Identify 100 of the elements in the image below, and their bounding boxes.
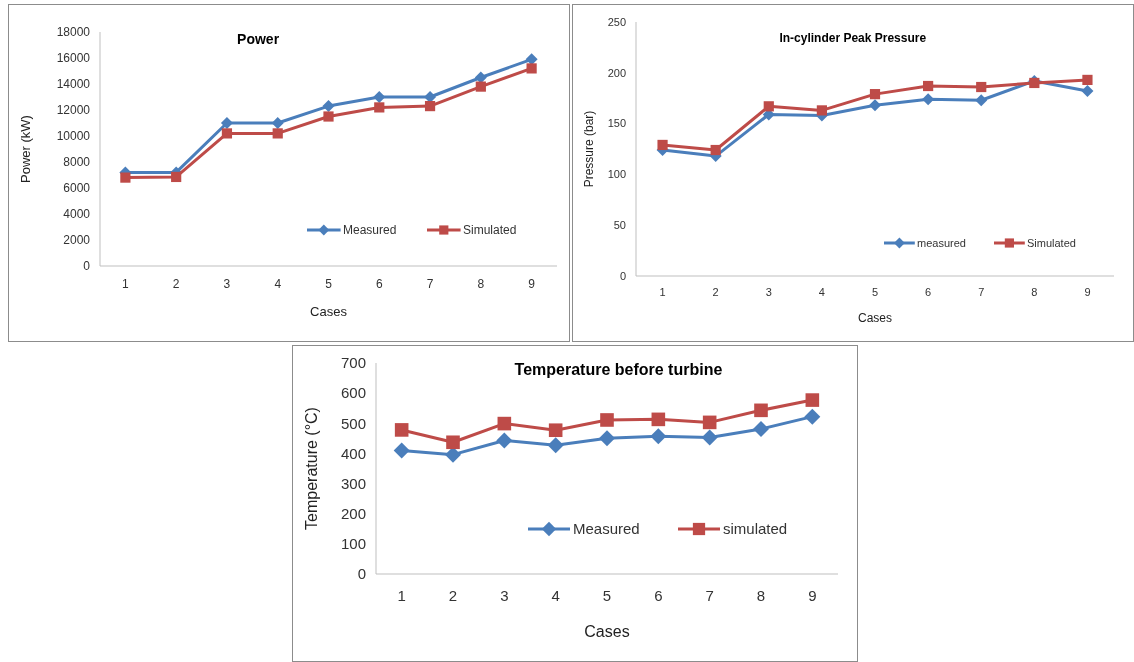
point <box>171 171 182 183</box>
y-axis-title: Power (kW) <box>18 115 33 183</box>
y-tick-label: 0 <box>83 259 91 274</box>
y-tick-label: 12000 <box>56 103 91 118</box>
x-tick-label: 3 <box>223 276 231 291</box>
point <box>753 421 769 438</box>
x-tick-label: 4 <box>818 285 825 298</box>
y-tick-label: 200 <box>607 66 626 79</box>
y-tick-label: 500 <box>340 414 366 432</box>
legend-label: Simulated <box>1027 236 1076 249</box>
y-axis-title: Pressure (bar) <box>582 110 596 188</box>
point <box>651 412 666 427</box>
point <box>393 442 410 459</box>
text: In-cylinder Peak Pressure <box>779 31 927 45</box>
point <box>221 128 233 139</box>
point <box>650 428 667 445</box>
point <box>923 80 934 92</box>
point <box>701 429 718 446</box>
x-tick-label: 7 <box>705 587 714 604</box>
x-tick-label: 2 <box>172 276 180 291</box>
y-tick-label: 400 <box>340 444 366 462</box>
y-tick-label: 2000 <box>63 233 91 248</box>
point <box>599 430 615 447</box>
point <box>710 144 721 156</box>
x-tick-label: 7 <box>978 285 985 298</box>
point <box>120 172 131 183</box>
point <box>220 117 233 129</box>
y-axis-title: Temperature (°C) <box>303 407 320 530</box>
point <box>702 415 717 430</box>
x-tick-label: 5 <box>325 276 333 291</box>
point <box>869 89 881 100</box>
x-tick-label: 1 <box>397 587 406 604</box>
y-tick-label: 300 <box>340 474 366 492</box>
x-tick-label: 2 <box>448 587 458 604</box>
x-tick-label: 4 <box>551 587 560 604</box>
point <box>976 81 987 93</box>
legend-label: Measured <box>573 520 640 538</box>
x-axis-title: Cases <box>584 623 630 640</box>
y-tick-label: 150 <box>607 117 626 130</box>
x-tick-label: 5 <box>602 587 612 604</box>
x-tick-label: 6 <box>925 285 932 298</box>
y-tick-label: 10000 <box>56 129 91 144</box>
point <box>657 139 668 151</box>
y-tick-label: 0 <box>357 565 366 583</box>
x-tick-label: 1 <box>659 285 666 298</box>
y-tick-label: 0 <box>619 269 626 282</box>
x-tick-label: 6 <box>375 276 383 291</box>
y-tick-label: 18000 <box>56 25 91 40</box>
point <box>1081 85 1094 98</box>
y-tick-label: 100 <box>340 535 366 553</box>
x-axis-title: Cases <box>857 311 893 326</box>
point <box>1082 74 1093 86</box>
y-tick-label: 250 <box>607 15 626 28</box>
y-tick-label: 200 <box>340 504 366 522</box>
point <box>754 403 768 418</box>
point <box>497 416 512 431</box>
x-tick-label: 9 <box>808 587 817 604</box>
x-tick-label: 1 <box>122 276 130 291</box>
legend-label: measured <box>917 236 966 249</box>
x-tick-label: 5 <box>871 285 879 298</box>
y-tick-label: 8000 <box>63 155 91 170</box>
point <box>975 94 988 107</box>
x-tick-label: 8 <box>1031 285 1038 298</box>
y-tick-label: 14000 <box>56 77 91 92</box>
point <box>424 101 436 112</box>
y-tick-label: 100 <box>607 168 626 181</box>
point <box>526 63 537 74</box>
point <box>374 102 385 113</box>
x-tick-label: 4 <box>274 276 282 291</box>
x-tick-label: 6 <box>654 587 663 604</box>
point <box>548 423 563 438</box>
point <box>496 432 513 449</box>
y-tick-label: 6000 <box>63 181 91 196</box>
point <box>805 393 820 407</box>
point <box>804 408 821 425</box>
y-tick-label: 600 <box>340 384 366 402</box>
x-tick-label: 7 <box>426 276 434 291</box>
point <box>272 128 283 139</box>
point <box>547 437 564 454</box>
point <box>869 99 881 112</box>
x-tick-label: 8 <box>756 587 766 604</box>
point <box>322 100 335 113</box>
point <box>475 81 486 92</box>
y-tick-label: 700 <box>340 354 366 372</box>
x-tick-label: 9 <box>1084 285 1091 298</box>
y-tick-label: 4000 <box>63 207 91 222</box>
point <box>394 423 409 437</box>
x-tick-label: 2 <box>712 285 719 298</box>
legend-label: Measured <box>343 223 397 238</box>
legend-label: simulated <box>723 520 788 538</box>
y-tick-label: 16000 <box>56 51 91 66</box>
x-tick-label: 3 <box>500 587 509 604</box>
x-tick-label: 8 <box>477 276 485 291</box>
point <box>816 105 827 116</box>
legend-label: Simulated <box>463 223 517 238</box>
x-axis-title: Cases <box>310 304 348 320</box>
point <box>600 413 614 427</box>
x-tick-label: 3 <box>765 285 772 298</box>
y-tick-label: 50 <box>613 219 626 232</box>
point <box>323 111 334 122</box>
